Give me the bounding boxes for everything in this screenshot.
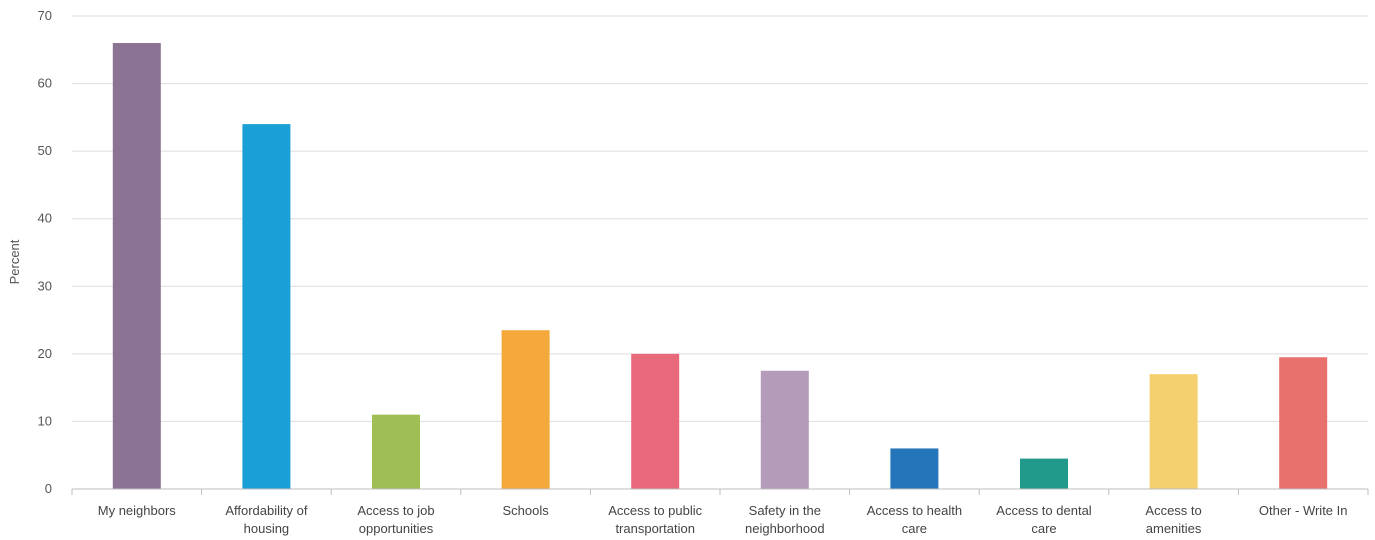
bar bbox=[501, 330, 550, 489]
category-labels: My neighbors Affordability of housing Acces… bbox=[98, 503, 1348, 536]
y-tick-label: 30 bbox=[38, 278, 52, 293]
y-tick-label: 60 bbox=[38, 76, 52, 91]
bar bbox=[631, 353, 680, 489]
y-tick-label: 20 bbox=[38, 346, 52, 361]
bar bbox=[760, 370, 809, 489]
category-label: Access to dental care bbox=[996, 503, 1091, 536]
bars bbox=[112, 43, 1328, 490]
category-label: Other - Write In bbox=[1259, 503, 1348, 518]
x-axis-ticks bbox=[71, 489, 1369, 495]
bar bbox=[1020, 458, 1068, 489]
category-label: Access to job opportunities bbox=[357, 503, 434, 536]
bar bbox=[890, 448, 939, 489]
bar bbox=[372, 414, 420, 489]
category-label: Affordability of housing bbox=[225, 503, 308, 536]
y-axis-label: Percent bbox=[7, 239, 22, 284]
category-label: Access to health care bbox=[867, 503, 962, 536]
category-label: Access to amenities bbox=[1145, 503, 1201, 536]
y-tick-label: 50 bbox=[38, 143, 52, 158]
bar bbox=[112, 43, 161, 490]
category-label: Safety in the neighborhood bbox=[745, 503, 825, 536]
bar bbox=[1149, 374, 1198, 489]
y-tick-label: 70 bbox=[38, 8, 52, 23]
bar bbox=[1279, 357, 1328, 489]
y-tick-label: 10 bbox=[38, 413, 52, 428]
y-tick-label: 0 bbox=[45, 481, 52, 496]
category-label: Access to public transportation bbox=[608, 503, 702, 536]
y-tick-label: 40 bbox=[38, 211, 52, 226]
bar bbox=[242, 124, 291, 489]
category-label: Schools bbox=[502, 503, 549, 518]
category-label: My neighbors bbox=[98, 503, 177, 518]
y-axis-ticks: 0 10 20 30 40 50 60 70 bbox=[38, 8, 52, 496]
